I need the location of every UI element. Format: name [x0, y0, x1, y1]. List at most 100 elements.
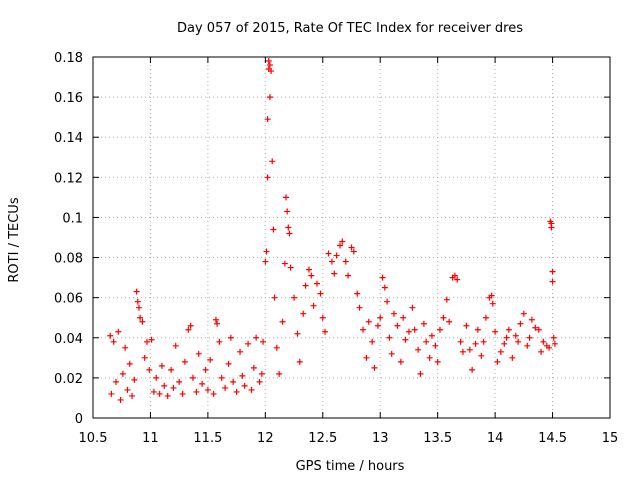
data-point: [256, 378, 263, 385]
chart-title: Day 057 of 2015, Rate Of TEC Index for r…: [177, 21, 523, 36]
data-point: [494, 358, 501, 365]
data-point: [227, 334, 234, 341]
data-point: [532, 324, 539, 331]
x-tick-label: 10.5: [79, 431, 108, 446]
data-point: [176, 378, 183, 385]
data-point: [124, 386, 131, 393]
data-point: [345, 272, 352, 279]
data-point: [164, 392, 171, 399]
data-point: [199, 380, 206, 387]
data-point: [281, 260, 288, 267]
y-tick-label: 0.02: [54, 372, 83, 387]
data-point: [133, 288, 140, 295]
data-point: [501, 340, 508, 347]
data-point: [317, 290, 324, 297]
data-point: [356, 304, 363, 311]
data-point: [331, 270, 338, 277]
data-point: [137, 314, 144, 321]
data-point: [285, 224, 292, 231]
data-point: [258, 370, 265, 377]
data-point: [129, 392, 136, 399]
plot-frame: [92, 56, 611, 419]
data-point: [548, 224, 555, 231]
data-point: [434, 358, 441, 365]
y-tick-label: 0.16: [54, 91, 83, 106]
data-point: [497, 348, 504, 355]
data-point: [110, 338, 117, 345]
data-point: [426, 354, 433, 361]
data-point: [268, 68, 275, 75]
data-point: [107, 332, 114, 339]
data-point: [342, 258, 349, 265]
data-point: [225, 360, 232, 367]
x-tick-label: 14: [487, 431, 504, 446]
data-point: [153, 374, 160, 381]
data-point: [478, 352, 485, 359]
data-point: [284, 208, 291, 215]
data-point: [266, 62, 273, 69]
grid-lines: [93, 57, 610, 418]
data-point: [551, 340, 558, 347]
data-point: [436, 326, 443, 333]
data-point: [454, 276, 461, 283]
data-point: [187, 322, 194, 329]
data-point: [480, 338, 487, 345]
data-point: [379, 274, 386, 281]
data-point: [210, 390, 217, 397]
data-point: [189, 374, 196, 381]
data-point: [108, 390, 115, 397]
data-point: [122, 344, 129, 351]
data-point: [181, 358, 188, 365]
data-point: [310, 302, 317, 309]
data-point: [391, 310, 398, 317]
data-point: [296, 358, 303, 365]
data-point: [535, 326, 542, 333]
data-point: [420, 320, 427, 327]
data-point: [156, 390, 163, 397]
data-point: [459, 348, 466, 355]
data-point: [237, 348, 244, 355]
data-point: [168, 366, 175, 373]
data-point: [517, 320, 524, 327]
data-point: [538, 348, 545, 355]
data-point: [325, 250, 332, 257]
data-point: [146, 366, 153, 373]
y-tick-label: 0.18: [54, 51, 83, 66]
data-point: [515, 338, 522, 345]
data-point: [283, 194, 290, 201]
data-point: [294, 330, 301, 337]
data-point: [489, 300, 496, 307]
y-tick-label: 0.04: [54, 332, 83, 347]
data-point: [195, 350, 202, 357]
data-point: [428, 332, 435, 339]
data-point: [550, 334, 557, 341]
data-point: [262, 258, 269, 265]
y-tick-label: 0.12: [54, 171, 83, 186]
data-point: [443, 296, 450, 303]
data-point: [333, 252, 340, 259]
data-point: [214, 320, 221, 327]
data-point: [193, 388, 200, 395]
data-point: [512, 332, 519, 339]
data-point: [139, 318, 146, 325]
axis-ticks: [92, 56, 611, 419]
data-point: [250, 364, 257, 371]
data-point: [337, 242, 344, 249]
data-point: [212, 316, 219, 323]
x-tick-label: 12.5: [308, 431, 337, 446]
data-point: [405, 328, 412, 335]
data-point: [150, 388, 157, 395]
data-point: [440, 314, 447, 321]
data-point: [528, 316, 535, 323]
y-tick-label: 0.1: [62, 211, 83, 226]
data-point: [384, 298, 391, 305]
data-point: [369, 338, 376, 345]
data-point: [482, 314, 489, 321]
data-point: [266, 94, 273, 101]
data-point: [158, 362, 165, 369]
data-point: [492, 328, 499, 335]
data-point: [432, 342, 439, 349]
data-point: [279, 318, 286, 325]
data-point: [270, 226, 277, 233]
data-point: [308, 272, 315, 279]
